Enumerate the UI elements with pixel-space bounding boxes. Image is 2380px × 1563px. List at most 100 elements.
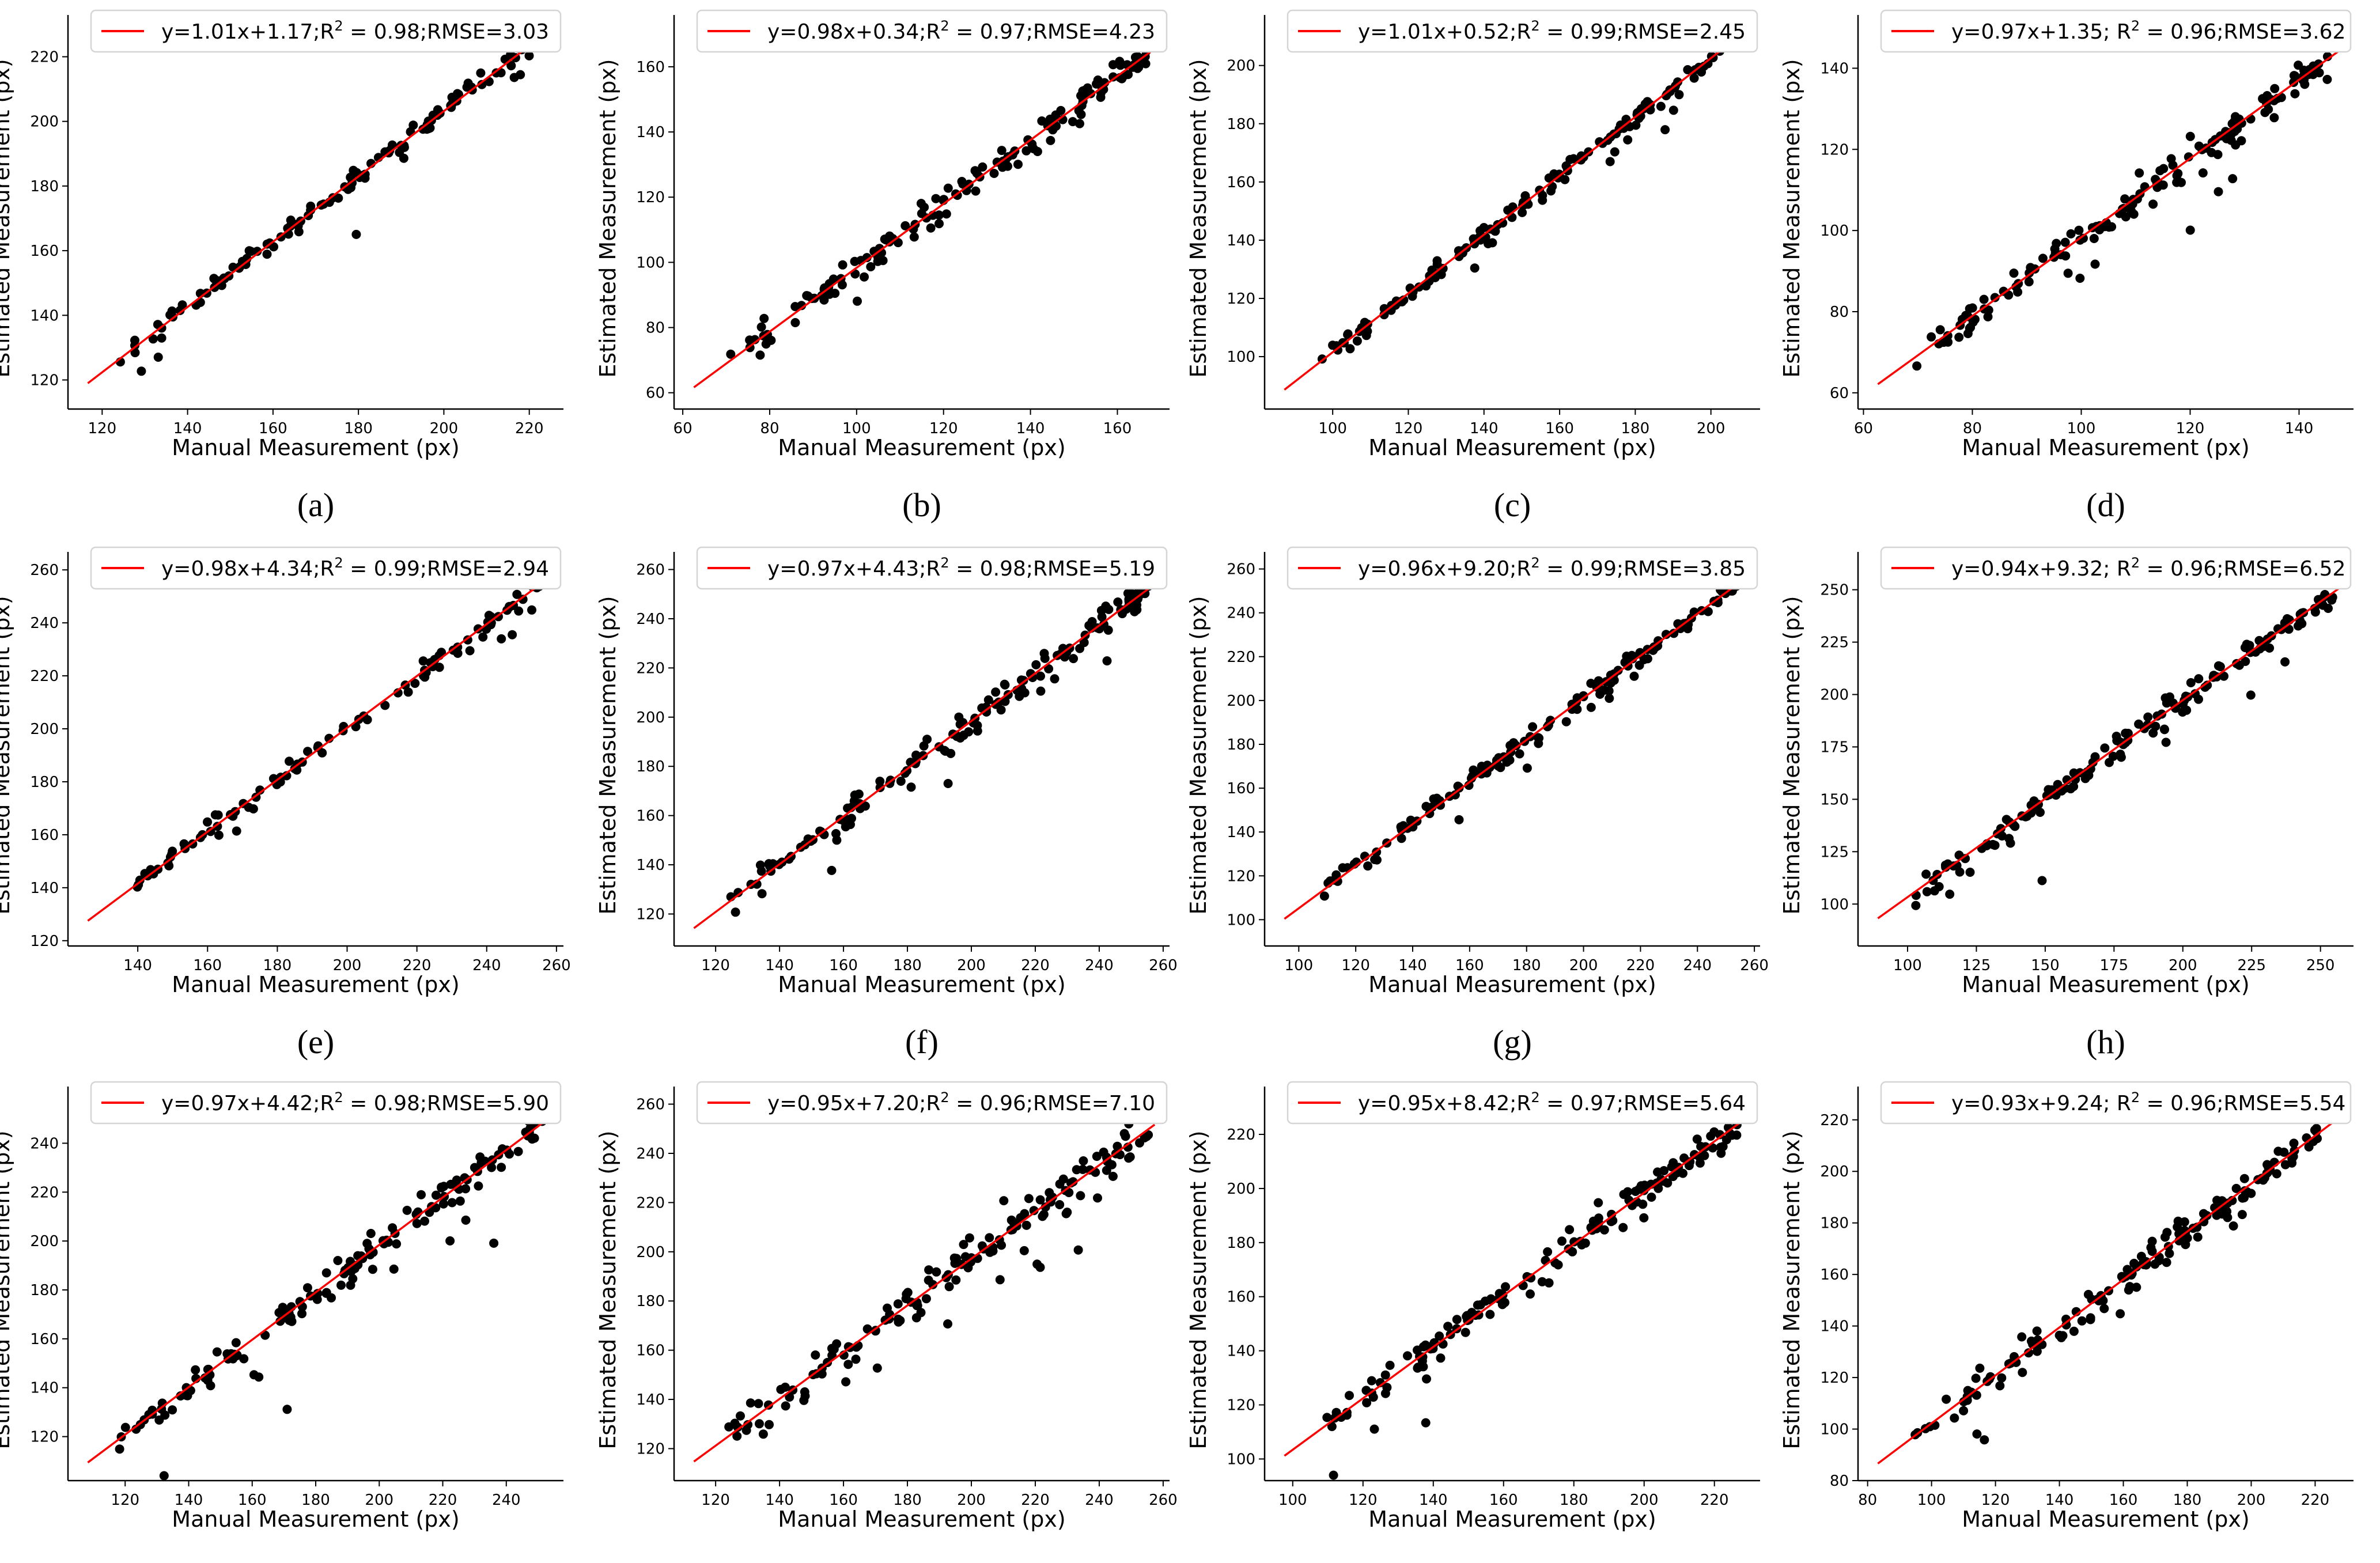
data-point [932,1267,941,1277]
y-axis-label: Estimated Measurement (px) [1186,59,1211,377]
legend-box [1287,9,1758,53]
data-point [2239,1193,2249,1202]
data-point [1505,755,1515,765]
data-point [402,1205,412,1215]
data-point [1028,673,1038,682]
legend-label: y=1.01x+0.52;R2 = 0.99;RMSE=2.45 [1358,18,1746,44]
data-point [399,153,408,163]
legend-label: y=1.01x+1.17;R2 = 0.98;RMSE=3.03 [161,18,549,44]
legend-box [1287,546,1758,590]
data-point [733,888,743,898]
data-point [453,89,462,99]
legend-label: y=0.94x+9.32; R2 = 0.96;RMSE=6.52 [1951,555,2345,581]
data-point [2135,168,2144,178]
data-point [1557,1236,1567,1246]
data-point [1398,821,1408,831]
data-point [2194,694,2203,704]
data-point [829,1344,839,1354]
fit-line [1284,1118,1746,1457]
panel-caption: (a) [297,486,334,524]
y-tick-label: 160 [1820,1266,1849,1284]
data-point [764,859,774,869]
data-point [1689,73,1699,83]
data-point [2108,751,2118,761]
y-tick-label: 160 [636,808,665,825]
data-point [911,750,921,760]
scatter-chart-9: 120 140 160 180 200 220 240 120 140 160 180 200 220 2… [0,1081,563,1563]
data-point [1543,1247,1553,1257]
data-point [403,687,413,697]
data-point [2165,1248,2174,1258]
data-point [2270,84,2280,93]
data-point [1553,1260,1563,1270]
data-point [346,183,355,192]
y-tick-label: 120 [1820,1369,1849,1387]
data-point [1565,154,1575,164]
data-point [1418,1352,1428,1362]
data-point [2099,1304,2109,1314]
data-point [2181,1240,2190,1250]
data-point [1322,1413,1332,1422]
y-axis-label: Estimated Measurement (px) [0,1130,14,1449]
data-point [2148,199,2158,209]
data-point [944,1282,954,1292]
data-point [1421,1340,1431,1350]
x-tick-label: 160 [829,957,858,974]
data-point [2269,113,2279,123]
data-point [999,1196,1009,1206]
data-point [1327,1422,1337,1432]
data-point [1369,1424,1379,1434]
data-point [2198,168,2208,178]
data-point [736,1411,745,1421]
data-point [283,224,293,233]
data-point [137,366,146,376]
data-point [2194,141,2204,151]
data-point [1619,1190,1629,1199]
data-point [1486,1294,1496,1304]
data-point [2024,1348,2034,1358]
x-tick-label: 140 [123,957,152,974]
x-tick-label: 180 [893,1492,922,1509]
data-point [2009,268,2019,278]
data-point [2063,268,2073,278]
data-point [1044,664,1054,673]
data-point [2237,136,2246,146]
data-point [2310,607,2320,617]
data-point [951,730,961,740]
x-tick-label: 140 [1398,957,1427,974]
data-point [368,1265,377,1274]
data-point [214,830,224,840]
data-point [871,1326,880,1336]
x-axis-label: Manual Measurement (px) [1962,1507,2249,1532]
x-tick-label: 100 [1318,420,1347,437]
data-point [2159,724,2169,734]
data-point [1647,1193,1656,1202]
data-point [1518,207,1527,217]
data-point [916,1308,926,1318]
data-point [900,221,910,230]
data-point [790,302,800,312]
y-tick-label: 150 [1820,791,1849,808]
data-point [2231,1183,2241,1193]
data-point [1045,1188,1054,1198]
y-tick-label: 160 [1227,1289,1255,1306]
data-point [2265,643,2275,653]
data-point [1102,656,1112,666]
data-point [477,80,487,89]
data-point [2086,1315,2095,1324]
x-tick-label: 200 [2169,957,2197,974]
x-tick-label: 200 [957,957,986,974]
legend-box [696,9,1168,53]
data-point [476,68,486,78]
data-point [1046,135,1055,145]
scatter-chart-1: 120 140 160 180 200 220 120 140 160 180 200 220 Manu… [0,9,563,524]
panel-caption: (f) [905,1023,939,1061]
data-point [1020,1209,1030,1218]
scatter-chart-8: 100 125 150 175 200 225 250 100 125 150 175 200 225 2… [1779,546,2353,1061]
data-point [2172,171,2182,180]
scatter-chart-3: 100 120 140 160 180 200 100 120 140 160 180 200 Manu… [1186,9,1760,524]
data-point [1945,890,1955,899]
data-point [1425,274,1435,284]
panel-caption: (k) [1493,1558,1532,1563]
data-point [1668,105,1678,115]
